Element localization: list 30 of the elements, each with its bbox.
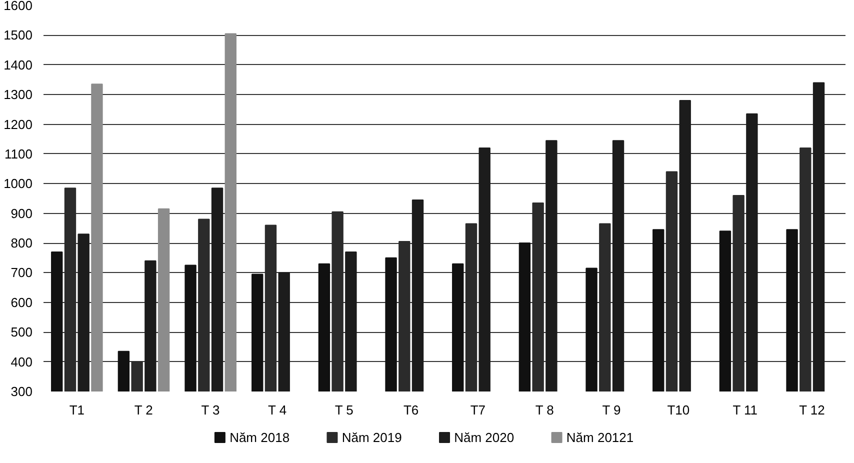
y-tick-label: 700	[10, 265, 33, 280]
y-tick-label: 1600	[4, 0, 32, 13]
legend-label: Năm 2020	[454, 430, 514, 445]
x-tick-label: T 8	[535, 402, 554, 418]
y-tick-label: 1200	[4, 116, 32, 132]
x-tick-label: T 9	[602, 402, 621, 418]
y-tick-label: 800	[10, 236, 33, 251]
x-tick-label: T 4	[268, 402, 287, 418]
x-tick-label: T6	[404, 402, 419, 418]
y-tick-label: 1500	[4, 28, 32, 43]
legend-label: Năm 2018	[230, 430, 290, 445]
x-tick-label: T7	[470, 402, 486, 418]
y-tick-label: 1400	[4, 57, 32, 72]
x-tick-label: T10	[667, 402, 690, 418]
x-tick-label: T 11	[732, 402, 758, 418]
y-tick-label: 1100	[4, 146, 33, 162]
y-tick-label: 1000	[4, 176, 32, 192]
legend-label: Năm 2019	[342, 430, 402, 445]
x-tick-label: T 12	[799, 402, 825, 418]
x-tick-label: T 3	[201, 402, 220, 418]
x-tick-label: T 5	[334, 402, 354, 418]
legend-label: Năm 20121	[566, 430, 634, 445]
y-tick-label: 600	[10, 294, 33, 310]
y-tick-label: 500	[10, 324, 33, 340]
x-tick-label: T1	[69, 402, 85, 418]
y-tick-label: 1300	[4, 87, 32, 102]
y-tick-label: 900	[10, 206, 33, 221]
y-tick-label: 300	[10, 384, 33, 399]
y-tick-label: 400	[10, 354, 33, 370]
x-tick-label: T 2	[134, 402, 153, 418]
